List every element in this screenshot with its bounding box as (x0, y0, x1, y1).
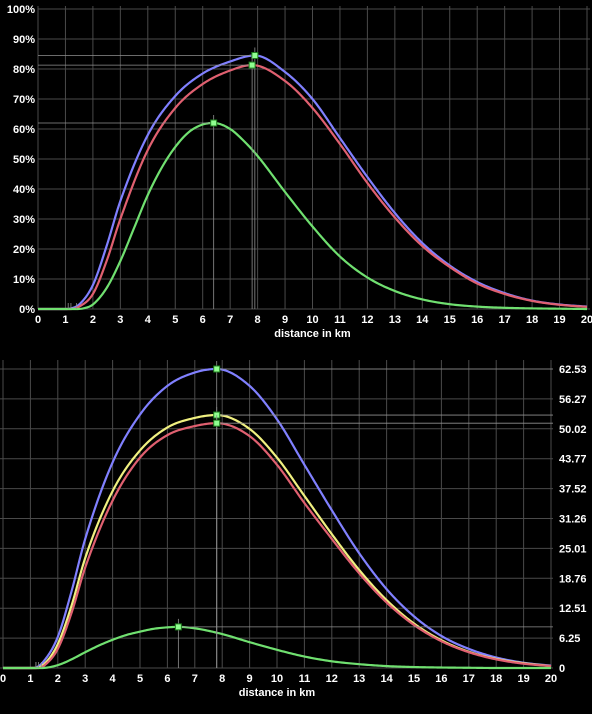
bottom-chart: 0 1 2 3 4 5 6 7 8 9 10 11 12 13 14 15 16 17 18 19 2006.2512.… (0, 360, 587, 699)
series-line-4 (3, 625, 551, 670)
y-tick-label: 50% (13, 154, 35, 166)
x-tick-label: 3 (82, 673, 88, 685)
x-tick-label: 8 (255, 314, 261, 326)
peak-marker-1 (251, 52, 259, 59)
x-tick-label: 12 (361, 314, 373, 326)
x-tick-label: 11 (299, 673, 311, 685)
y-tick-label: 10% (13, 274, 35, 286)
x-tick-label: 6 (164, 673, 170, 685)
x-tick-label: 15 (408, 673, 420, 685)
series-line-1 (3, 367, 552, 670)
x-tick-label: 9 (282, 314, 288, 326)
x-tick-label: 0 (35, 314, 41, 326)
x-tick-label: 10 (306, 314, 318, 326)
x-tick-label: 11 (334, 314, 346, 326)
y-tick-label: 20% (13, 244, 35, 256)
x-tick-label: 15 (444, 314, 456, 326)
x-tick-label: 18 (526, 314, 538, 326)
y-tick-label: 100% (7, 4, 35, 16)
x-tick-label: 10 (271, 673, 283, 685)
y-tick-label: 0% (19, 304, 35, 316)
peak-marker-1 (213, 365, 221, 373)
x-tick-label: 13 (353, 673, 365, 685)
peak-marker-3 (210, 119, 218, 127)
x-tick-label: 12 (326, 673, 338, 685)
x-tick-label: 5 (172, 314, 178, 326)
x-tick-label: 17 (499, 314, 511, 326)
x-tick-label: 6 (200, 314, 206, 326)
x-tick-label: 7 (192, 673, 198, 685)
y-tick-label: 80% (13, 64, 35, 76)
x-tick-label: 0 (0, 673, 6, 685)
x-tick-label: 7 (227, 314, 233, 326)
y-tick-label: 0 (559, 663, 565, 675)
y-tick-label: 60% (13, 124, 35, 136)
y-tick-label: 43.77 (559, 454, 587, 466)
y-tick-label: 70% (13, 94, 35, 106)
x-tick-label: 5 (137, 673, 143, 685)
x-axis-label: distance in km (239, 687, 316, 699)
x-axis-label: distance in km (274, 328, 351, 340)
x-tick-label: 8 (219, 673, 225, 685)
y-tick-label: 37.52 (559, 484, 587, 496)
y-tick-label: 6.25 (559, 633, 580, 645)
x-tick-label: 19 (517, 673, 529, 685)
x-tick-label: 19 (553, 314, 565, 326)
y-tick-label: 30% (13, 214, 35, 226)
x-tick-label: 9 (247, 673, 253, 685)
y-tick-label: 50.02 (559, 424, 587, 436)
x-tick-label: 1 (27, 673, 33, 685)
y-tick-label: 18.76 (559, 573, 587, 585)
peak-marker-2 (248, 61, 256, 69)
x-tick-label: 20 (581, 314, 592, 326)
x-tick-label: 20 (545, 673, 557, 685)
top-chart: 0 1 2 3 4 5 6 7 8 9 10 11 12 13 14 15 16 17 18 19 200%10%20%… (7, 4, 592, 340)
x-tick-label: 16 (471, 314, 483, 326)
y-tick-label: 40% (13, 184, 35, 196)
x-tick-label: 2 (90, 314, 96, 326)
series-line-2 (38, 63, 588, 311)
x-tick-label: 1 (62, 314, 68, 326)
y-tick-label: 31.26 (559, 514, 587, 526)
y-tick-label: 25.01 (559, 543, 587, 555)
x-tick-label: 18 (490, 673, 502, 685)
x-tick-label: 3 (117, 314, 123, 326)
x-tick-label: 14 (380, 673, 393, 685)
x-tick-label: 17 (463, 673, 475, 685)
x-tick-label: 4 (110, 673, 117, 685)
x-tick-label: 2 (55, 673, 61, 685)
peak-marker-4 (174, 623, 182, 631)
x-tick-label: 13 (389, 314, 401, 326)
x-tick-label: 16 (435, 673, 447, 685)
peak-marker-3 (213, 419, 221, 427)
y-tick-label: 90% (13, 34, 35, 46)
y-tick-label: 56.27 (559, 394, 587, 406)
x-tick-label: 14 (416, 314, 429, 326)
x-tick-label: 4 (145, 314, 152, 326)
y-tick-label: 62.53 (559, 364, 587, 376)
series-line-3 (38, 121, 588, 311)
y-tick-label: 12.51 (559, 603, 587, 615)
series-line-3 (3, 422, 552, 670)
